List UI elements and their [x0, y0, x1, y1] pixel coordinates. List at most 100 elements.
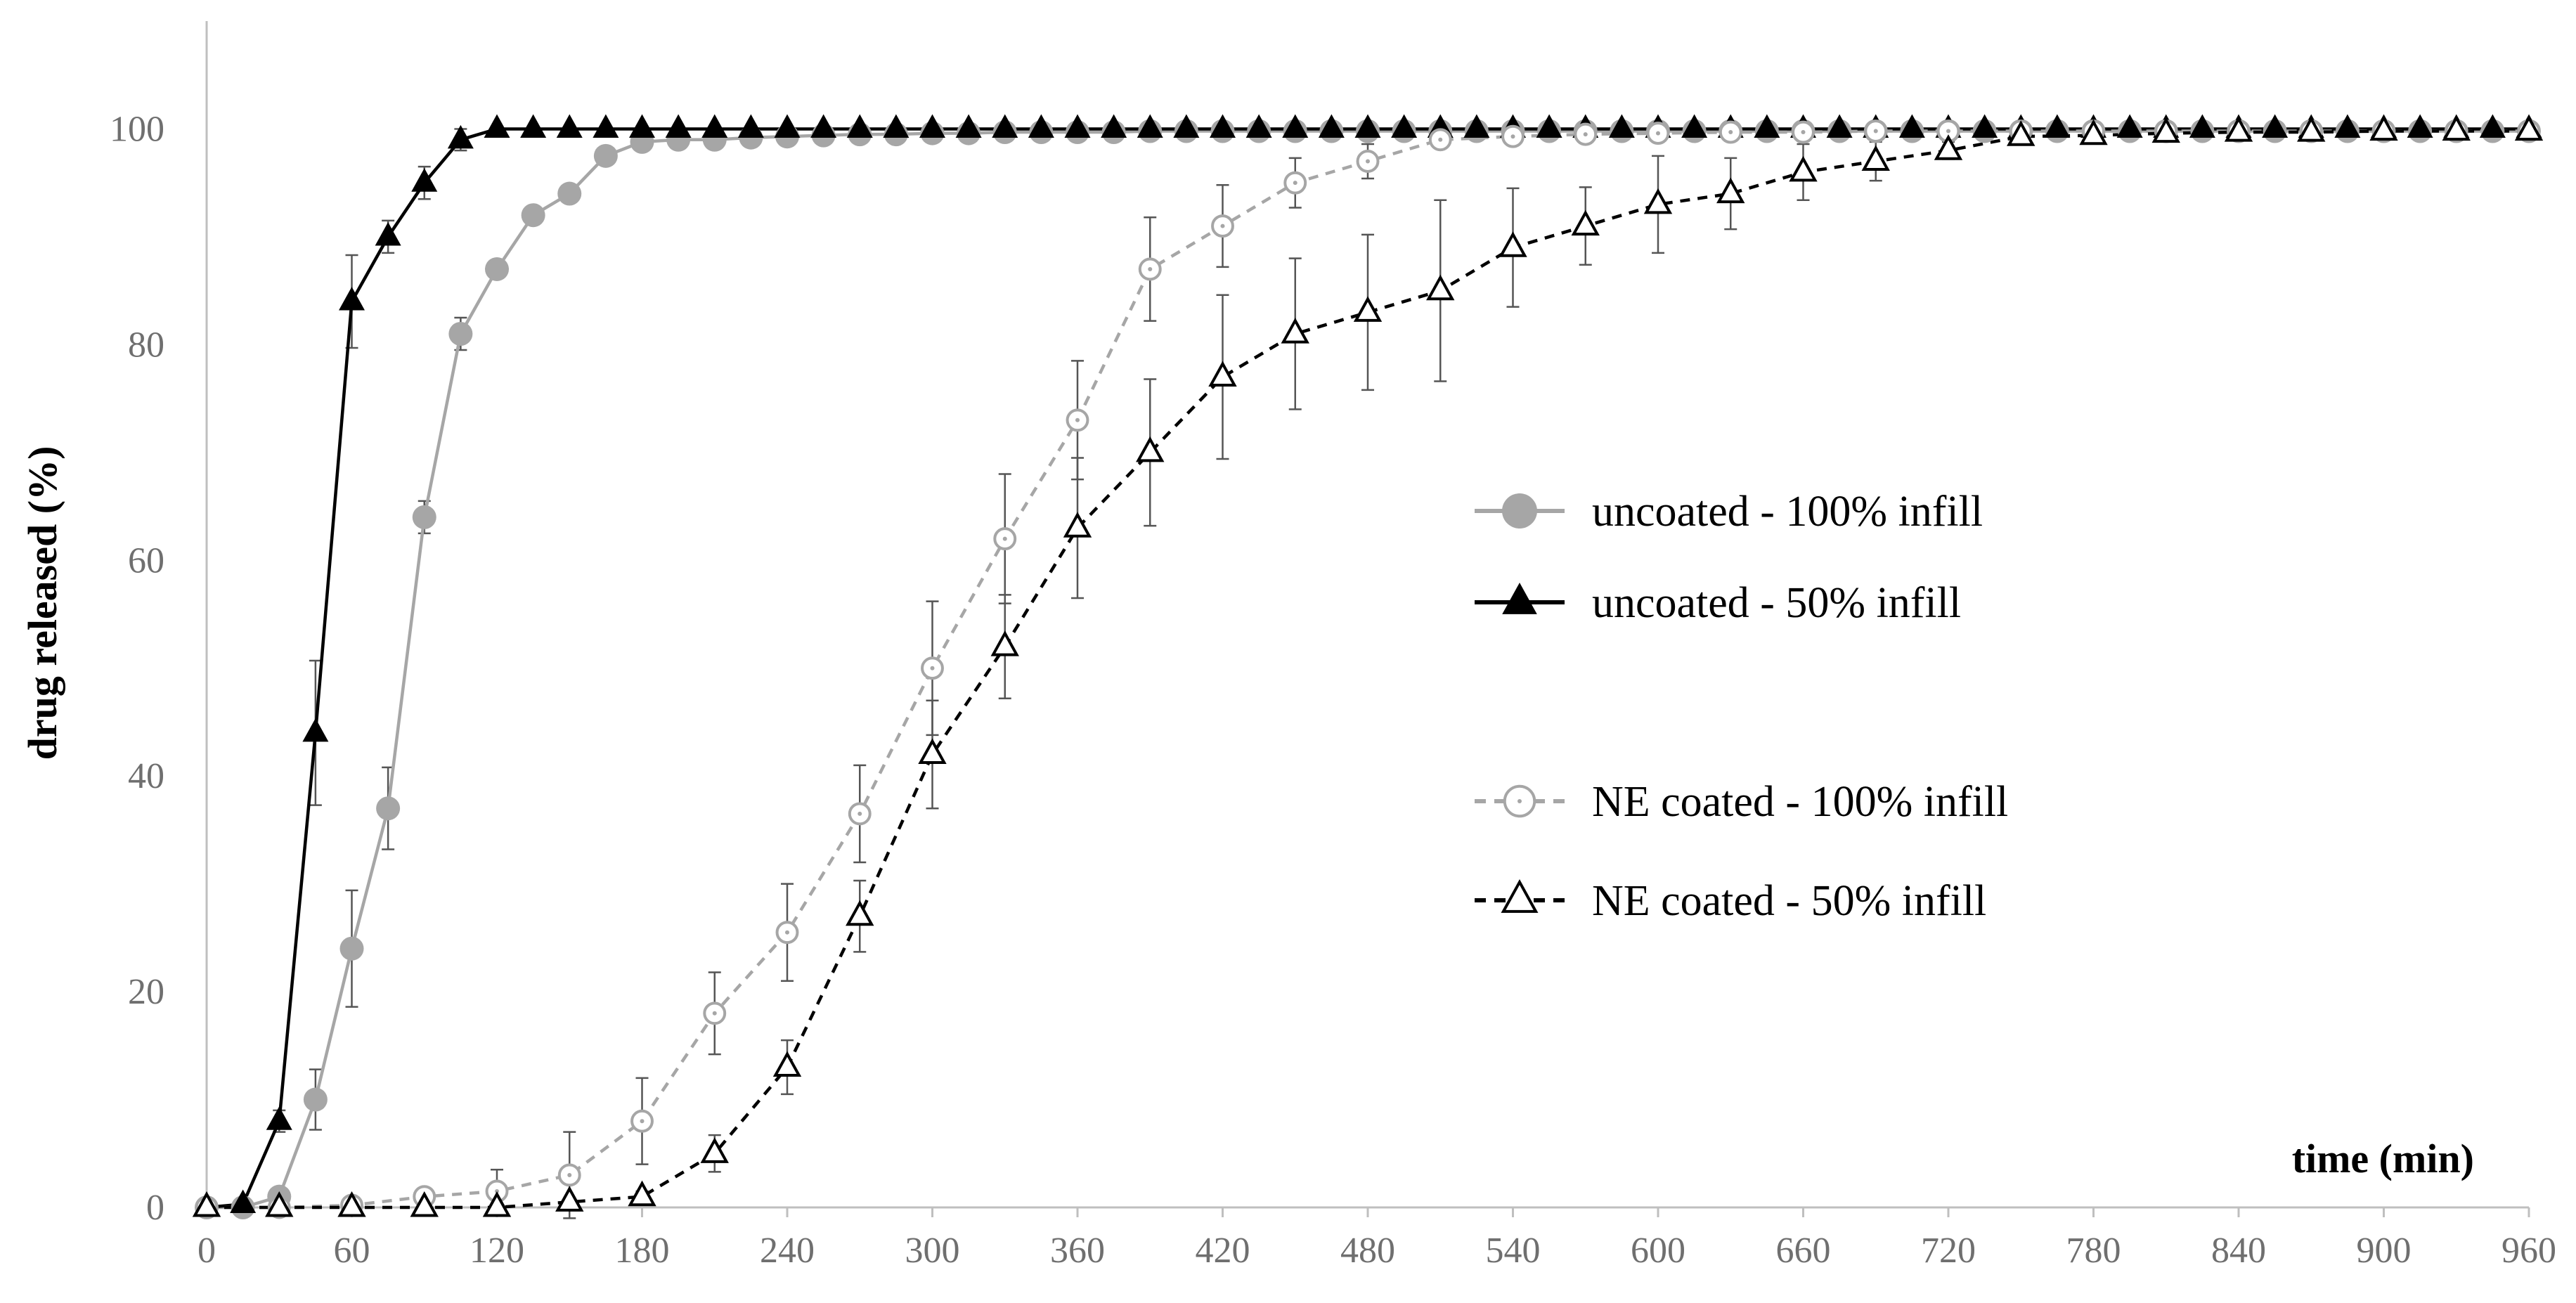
- uncoated-50pct-infill-point: [1318, 114, 1345, 138]
- marker-center: [1148, 266, 1153, 271]
- ne-coated-50pct-infill-point: [2297, 116, 2326, 142]
- marker-center: [1366, 159, 1370, 164]
- uncoated-50pct-infill-point: [883, 114, 910, 138]
- legend-item-ne-coated-100pct-infill: NE coated - 100% infill: [1475, 778, 2008, 826]
- uncoated-50pct-infill-point: [266, 1106, 292, 1130]
- ne-coated-50pct-infill-point: [846, 900, 874, 926]
- legend-marker-uncoated-50pct-infill: [1502, 583, 1537, 614]
- marker-center: [1510, 134, 1515, 139]
- uncoated-50pct-infill-point: [2334, 114, 2361, 138]
- marker-center: [1728, 130, 1733, 135]
- ne-coated-50pct-infill-point: [2514, 115, 2544, 141]
- x-tick-label: 420: [1196, 1231, 1250, 1271]
- ne-coated-50pct-infill-point: [628, 1180, 656, 1207]
- ne-coated-50pct-infill-point: [410, 1191, 439, 1217]
- marker-center: [1002, 536, 1007, 541]
- uncoated-50pct-infill-point: [1536, 114, 1562, 138]
- ne-coated-100pct-infill-point: [1719, 120, 1742, 144]
- uncoated-50pct-infill-point: [1354, 114, 1381, 138]
- ne-coated-50pct-infill-point: [265, 1191, 294, 1217]
- marker-center: [857, 811, 862, 816]
- ne-coated-50pct-infill-point: [1789, 155, 1818, 182]
- ne-coated-100pct-infill-point: [1356, 150, 1380, 173]
- uncoated-50pct-infill-point: [1137, 114, 1163, 138]
- uncoated-50pct-infill-point: [593, 114, 619, 138]
- legend-item-ne-coated-50pct-infill: NE coated - 50% infill: [1475, 877, 1986, 925]
- legend-item-uncoated-50pct-infill: uncoated - 50% infill: [1475, 579, 1961, 627]
- x-tick-label: 480: [1340, 1231, 1395, 1271]
- legend-item-uncoated-100pct-infill: uncoated - 100% infill: [1475, 488, 1983, 536]
- marker-center: [1656, 131, 1660, 136]
- marker-center: [1873, 129, 1878, 134]
- legend-marker-uncoated-100pct-infill: [1502, 493, 1537, 529]
- y-tick-label: 80: [128, 325, 164, 365]
- legend: uncoated - 100% infill uncoated - 50% inf…: [1475, 488, 2008, 925]
- uncoated-50pct-infill-point: [1681, 114, 1708, 138]
- marker-center: [495, 1188, 499, 1193]
- ne-coated-50pct-infill-point: [1861, 145, 1890, 171]
- y-axis-title: drug released (%): [20, 446, 65, 760]
- y-axis-ticks: 0 20 40 60 80 100: [110, 109, 164, 1228]
- ne-coated-100pct-infill-point: [1211, 214, 1234, 238]
- uncoated-50pct-infill-point: [992, 114, 1018, 138]
- uncoated-50pct-infill-point: [339, 287, 365, 311]
- ne-coated-50pct-infill-point: [700, 1137, 729, 1163]
- y-tick-label: 40: [128, 756, 164, 796]
- ne-coated-50pct-infill-point: [1136, 436, 1165, 462]
- ne-coated-50pct-infill-point: [2079, 119, 2108, 145]
- ne-coated-50pct-infill-point: [337, 1191, 366, 1217]
- x-tick-label: 120: [470, 1231, 524, 1271]
- ne-coated-50pct-infill-point: [555, 1186, 584, 1212]
- marker-center: [567, 1172, 572, 1177]
- uncoated-100pct-infill-point: [521, 203, 545, 228]
- uncoated-50pct-infill-point: [1028, 114, 1054, 138]
- ne-coated-50pct-infill-point: [2007, 120, 2035, 146]
- legend-label: uncoated - 100% infill: [1592, 488, 1983, 536]
- ne-coated-50pct-infill-point: [772, 1051, 802, 1077]
- marker-center: [1946, 129, 1950, 134]
- uncoated-50pct-infill-point: [1754, 114, 1780, 138]
- data-points: [192, 114, 2544, 1219]
- ne-coated-50pct-infill-point: [1499, 231, 1527, 257]
- marker-center: [1517, 799, 1522, 803]
- x-tick-label: 600: [1631, 1231, 1685, 1271]
- ne-coated-50pct-infill-point: [1716, 177, 1745, 204]
- uncoated-100pct-infill-point: [376, 796, 401, 821]
- uncoated-50pct-infill-point: [665, 114, 692, 138]
- uncoated-50pct-infill-point: [1608, 114, 1635, 138]
- uncoated-100pct-infill-point: [557, 181, 582, 206]
- ne-coated-50pct-infill-point: [192, 1191, 221, 1217]
- ne-coated-50pct-infill-point: [990, 630, 1019, 656]
- ne-coated-100pct-infill-point: [848, 802, 872, 826]
- ne-coated-100pct-infill-point: [775, 921, 799, 945]
- uncoated-100pct-infill-point: [485, 257, 509, 281]
- ne-coated-50pct-infill-line: [207, 129, 2529, 1210]
- uncoated-100pct-infill-point: [448, 322, 473, 346]
- uncoated-50pct-infill-point: [846, 114, 873, 138]
- marker-center: [930, 666, 935, 670]
- marker-center: [712, 1011, 717, 1016]
- ne-coated-50pct-infill-point: [1063, 512, 1092, 538]
- marker-center: [640, 1119, 645, 1124]
- uncoated-50pct-infill-point: [1282, 114, 1309, 138]
- ne-coated-100pct-infill-point: [1066, 408, 1089, 432]
- marker-center: [785, 930, 789, 935]
- uncoated-50pct-infill-point: [810, 114, 837, 138]
- uncoated-50pct-infill-point: [2479, 114, 2506, 138]
- x-tick-label: 0: [198, 1231, 216, 1271]
- uncoated-50pct-infill-point: [375, 221, 401, 246]
- ne-coated-100pct-infill-point: [703, 1001, 727, 1025]
- uncoated-50pct-infill-point: [1173, 114, 1200, 138]
- x-tick-label: 300: [905, 1231, 960, 1271]
- ne-coated-50pct-infill-point: [482, 1191, 512, 1217]
- marker-center: [1220, 223, 1225, 228]
- uncoated-50pct-infill-point: [2189, 114, 2215, 138]
- marker-center: [1583, 132, 1588, 137]
- uncoated-50pct-infill-point: [520, 114, 547, 138]
- x-tick-label: 960: [2501, 1231, 2556, 1271]
- ne-coated-100pct-infill-point: [1283, 171, 1307, 195]
- x-axis-title: time (min): [2292, 1136, 2474, 1181]
- uncoated-50pct-infill-point: [629, 114, 655, 138]
- error-bars: [273, 128, 2100, 1219]
